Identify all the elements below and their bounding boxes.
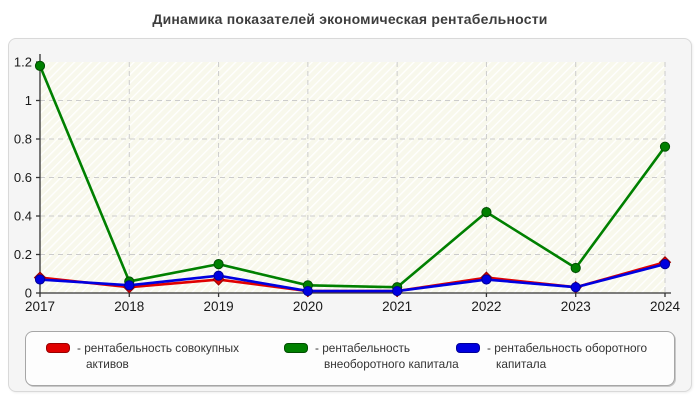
marker-working-capital — [34, 274, 46, 285]
svg-text:0.8: 0.8 — [14, 132, 32, 147]
x-axis-labels: 2017 2018 2019 2020 2021 2022 2023 2024 — [25, 299, 681, 314]
legend-item-working-capital: - рентабельность оборотного капитала — [456, 341, 672, 372]
marker-fixed-capital — [213, 259, 224, 270]
series-working-capital — [34, 259, 671, 297]
svg-text:0.6: 0.6 — [14, 170, 32, 185]
legend: - рентабельность совокупных активов - ре… — [25, 331, 675, 386]
svg-text:0.2: 0.2 — [14, 247, 32, 262]
svg-text:0.4: 0.4 — [14, 209, 32, 224]
legend-item-total-assets: - рентабельность совокупных активов — [46, 341, 252, 372]
marker-fixed-capital — [570, 262, 581, 274]
svg-text:0: 0 — [25, 286, 32, 301]
svg-text:1.2: 1.2 — [14, 55, 32, 70]
svg-text:2020: 2020 — [293, 299, 323, 314]
marker-fixed-capital — [659, 141, 671, 152]
marker-working-capital — [213, 270, 224, 281]
legend-label-total-assets: - рентабельность совокупных активов — [77, 341, 240, 371]
marker-working-capital — [481, 274, 492, 285]
marker-working-capital — [124, 280, 135, 291]
legend-swatch-green — [284, 343, 308, 353]
plot-background — [40, 62, 665, 293]
marker-working-capital — [302, 285, 313, 297]
legend-swatch-blue — [456, 343, 480, 353]
legend-label-fixed-capital: - рентабельность внеоборотного капитала — [315, 341, 459, 371]
series-line-working-capital — [38, 262, 667, 293]
marker-working-capital — [392, 285, 403, 297]
svg-text:1: 1 — [25, 93, 32, 108]
svg-text:2021: 2021 — [382, 299, 412, 314]
svg-text:2019: 2019 — [204, 299, 234, 314]
svg-text:2024: 2024 — [650, 299, 681, 314]
legend-swatch-red — [46, 343, 70, 353]
series-line-fixed-capital — [38, 64, 667, 289]
svg-text:2017: 2017 — [25, 299, 55, 314]
svg-text:2022: 2022 — [471, 299, 501, 314]
marker-working-capital — [570, 282, 581, 293]
marker-working-capital — [659, 259, 671, 270]
y-axis-labels: 0 0.2 0.4 0.6 0.8 1 1.2 — [14, 55, 32, 301]
legend-item-fixed-capital: - рентабельность внеоборотного капитала — [284, 341, 480, 372]
axes — [36, 54, 671, 297]
marker-fixed-capital — [34, 60, 46, 71]
svg-text:2018: 2018 — [114, 299, 144, 314]
gridlines — [40, 62, 666, 293]
marker-fixed-capital — [481, 207, 492, 218]
legend-label-working-capital: - рентабельность оборотного капитала — [487, 341, 648, 371]
chart-title: Динамика показателей экономическая рента… — [152, 11, 548, 27]
svg-text:2023: 2023 — [561, 299, 591, 314]
